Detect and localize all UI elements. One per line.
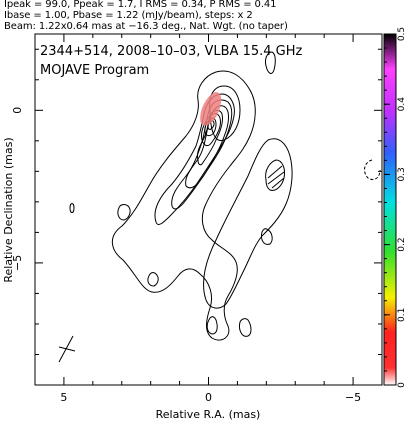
- x-tick-label: −5: [345, 391, 361, 404]
- x-axis-label: Relative R.A. (mas): [156, 408, 261, 421]
- x-tick-label: 0: [205, 391, 212, 404]
- colorbar-tick-label: 0.5: [397, 27, 407, 41]
- colorbar-tick-label: 0.2: [397, 237, 407, 251]
- small-contour-left: [117, 204, 131, 221]
- small-contour-far-left: [69, 203, 75, 213]
- colorbar-gradient: [383, 33, 397, 386]
- source-label: 2344+514, 2008–10–03, VLBA 15.4 GHz: [40, 44, 302, 59]
- colorbar-tick-label: 0.1: [397, 308, 407, 322]
- y-axis-label: Relative Declination (mas): [2, 137, 15, 282]
- colorbar-tick-label: 0.3: [397, 167, 407, 181]
- colorbar-tick-label: 0: [397, 382, 407, 388]
- header-line-2: Ibase = 1.00, Pbase = 1.22 (mJy/beam), s…: [4, 10, 253, 21]
- x-axis: 5 0 −5: [34, 34, 383, 404]
- y-tick-label: 0: [11, 107, 24, 114]
- small-contour-bottom-right: [239, 318, 252, 337]
- contour-level-3: [154, 93, 235, 225]
- y-axis: 0 −5: [11, 48, 382, 386]
- small-contour-far-right-dashed: [364, 159, 381, 181]
- colorbar-tick-label: 0.4: [397, 97, 407, 112]
- colorbar: 0 0.1 0.2 0.3 0.4 0.5: [383, 27, 407, 388]
- header-line-3: Beam: 1.22x0.64 mas at −16.3 deg., Nat. …: [4, 21, 288, 32]
- small-contour-lower-left: [147, 272, 159, 287]
- program-label: MOJAVE Program: [40, 63, 149, 78]
- beam-marker: [58, 335, 76, 363]
- y-tick-label: −5: [11, 255, 24, 271]
- header-line-1: Ipeak = 99.0, Ppeak = 1.7, I RMS = 0.34,…: [4, 0, 277, 10]
- contour-level-5: [185, 105, 229, 189]
- small-contour-top: [265, 51, 276, 74]
- small-contour-bottom: [206, 316, 218, 335]
- polarized-intensity-patch: [200, 92, 222, 126]
- contour-level-1: [111, 70, 256, 341]
- polarization-fill: [200, 92, 222, 126]
- contour-lines: [69, 51, 381, 341]
- plot-frame: [34, 33, 383, 386]
- jet-contour-south: [203, 138, 293, 309]
- contour-level-6: [197, 109, 223, 166]
- small-contour-right: [261, 228, 273, 245]
- x-tick-label: 5: [60, 391, 67, 404]
- jet-knot-hatch-1: [267, 165, 285, 189]
